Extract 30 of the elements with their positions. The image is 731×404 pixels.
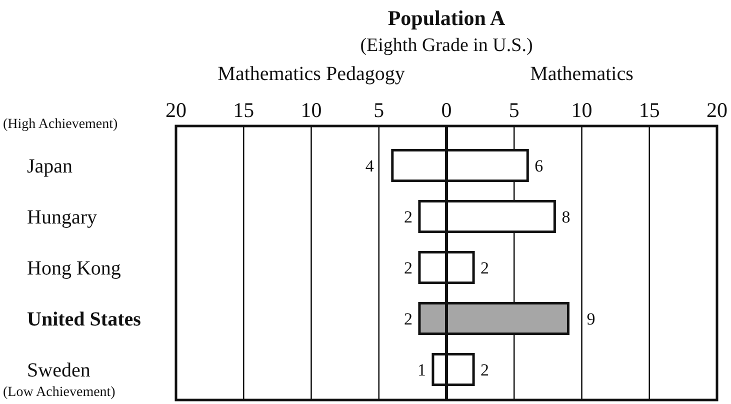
- data-label: 2: [480, 258, 490, 278]
- x-tick-label: 15: [233, 98, 254, 122]
- y-tick-label: Sweden: [27, 360, 90, 382]
- data-label: 9: [586, 310, 596, 328]
- y-tick-label: Hong Kong: [27, 258, 121, 280]
- chart-title: Population A: [388, 6, 506, 30]
- x-tick-label: 10: [571, 98, 592, 122]
- text: Mathematics Pedagogy: [218, 63, 405, 85]
- data-label: 2: [404, 310, 412, 328]
- data-label: 4: [365, 156, 374, 176]
- y-tick-label: Japan: [27, 156, 73, 178]
- data-label: 2: [480, 360, 490, 380]
- chart-subtitle: (Eighth Grade in U.S.): [360, 35, 533, 56]
- data-label: 1: [417, 360, 426, 380]
- y-tick-label: Hungary: [27, 206, 97, 228]
- text: Mathematics: [530, 63, 634, 85]
- text: (Low Achievement): [3, 385, 116, 400]
- x-tick-label: 20: [166, 98, 186, 122]
- x-tick-label: 10: [300, 98, 322, 122]
- data-label: 2: [404, 208, 412, 226]
- x-tick-label: 5: [374, 98, 384, 122]
- x-tick-label: 15: [638, 98, 660, 122]
- x-tick-label: 0: [441, 98, 452, 122]
- text: (High Achievement): [3, 117, 118, 132]
- x-tick-label: 20: [706, 98, 728, 122]
- data-label: 6: [534, 156, 544, 176]
- data-label: 8: [562, 208, 570, 226]
- y-tick-label: United States: [27, 308, 142, 330]
- x-tick-label: 5: [508, 98, 520, 122]
- data-label: 2: [404, 258, 412, 278]
